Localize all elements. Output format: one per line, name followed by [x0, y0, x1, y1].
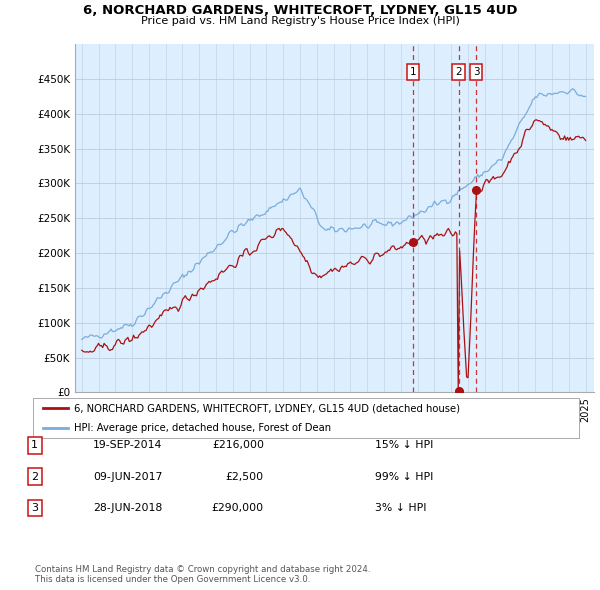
- Text: 2: 2: [31, 472, 38, 481]
- Text: 09-JUN-2017: 09-JUN-2017: [93, 472, 163, 481]
- Text: £2,500: £2,500: [226, 472, 264, 481]
- Text: 1: 1: [410, 67, 416, 77]
- Text: 28-JUN-2018: 28-JUN-2018: [93, 503, 162, 513]
- Text: Contains HM Land Registry data © Crown copyright and database right 2024.
This d: Contains HM Land Registry data © Crown c…: [35, 565, 370, 584]
- Text: 3: 3: [473, 67, 479, 77]
- Text: 3% ↓ HPI: 3% ↓ HPI: [375, 503, 427, 513]
- Text: 19-SEP-2014: 19-SEP-2014: [93, 441, 163, 450]
- Text: Price paid vs. HM Land Registry's House Price Index (HPI): Price paid vs. HM Land Registry's House …: [140, 16, 460, 26]
- Text: 2: 2: [455, 67, 462, 77]
- Text: HPI: Average price, detached house, Forest of Dean: HPI: Average price, detached house, Fore…: [74, 423, 331, 432]
- Text: £290,000: £290,000: [212, 503, 264, 513]
- Text: 6, NORCHARD GARDENS, WHITECROFT, LYDNEY, GL15 4UD: 6, NORCHARD GARDENS, WHITECROFT, LYDNEY,…: [83, 4, 517, 17]
- Text: 15% ↓ HPI: 15% ↓ HPI: [375, 441, 433, 450]
- Text: 3: 3: [31, 503, 38, 513]
- Text: 1: 1: [31, 441, 38, 450]
- Text: 99% ↓ HPI: 99% ↓ HPI: [375, 472, 433, 481]
- Text: £216,000: £216,000: [212, 441, 264, 450]
- Text: 6, NORCHARD GARDENS, WHITECROFT, LYDNEY, GL15 4UD (detached house): 6, NORCHARD GARDENS, WHITECROFT, LYDNEY,…: [74, 404, 460, 414]
